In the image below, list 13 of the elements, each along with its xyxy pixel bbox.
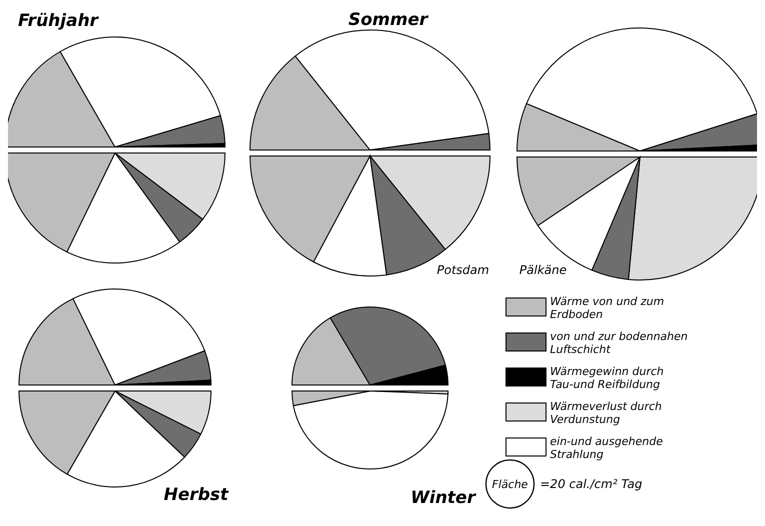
text: Fläche [492, 478, 528, 491]
legend-label: Wärmegewinn durch Tau-und Reifbildung [550, 365, 668, 391]
legend-label: Wärme von und zum Erdboden [550, 295, 668, 321]
text: Pälkäne [519, 263, 567, 277]
chart-title: Sommer [348, 10, 430, 30]
legend-label: Wärmeverlust durch Verdunstung [550, 400, 666, 426]
text: Potsdam [436, 263, 490, 277]
text: =20 cal./cm² Tag [540, 477, 643, 491]
legend-label: von und zur bodennahen Luftschicht [550, 330, 692, 356]
legend-label: ein-und ausgehende Strahlung [550, 435, 666, 461]
text: Winter [410, 488, 477, 508]
text: Herbst [164, 485, 230, 505]
chart-title: Frühjahr [18, 11, 100, 31]
